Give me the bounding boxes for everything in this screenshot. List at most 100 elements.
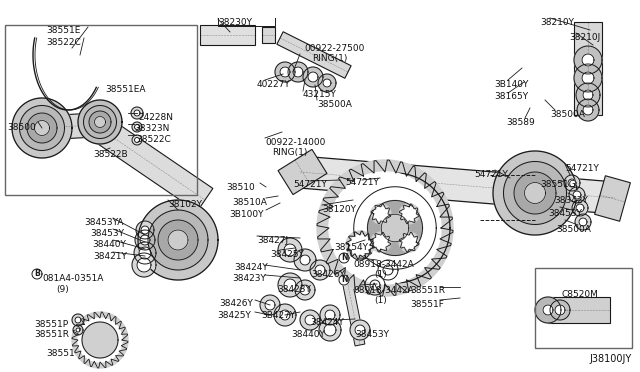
Text: 38421Y: 38421Y (93, 252, 127, 261)
Text: 54721Y: 54721Y (474, 170, 508, 179)
Text: (9): (9) (56, 285, 68, 294)
Polygon shape (579, 218, 587, 226)
Text: 081A4-0351A: 081A4-0351A (42, 274, 104, 283)
Polygon shape (374, 235, 388, 249)
Text: B: B (34, 269, 40, 279)
Text: 38500A: 38500A (550, 110, 585, 119)
Polygon shape (76, 328, 80, 332)
Polygon shape (168, 230, 188, 250)
Text: 38154Y: 38154Y (334, 243, 368, 252)
Text: 54721Y: 54721Y (565, 164, 599, 173)
Polygon shape (78, 100, 122, 144)
Polygon shape (95, 116, 106, 128)
Polygon shape (265, 300, 275, 310)
Polygon shape (318, 74, 336, 92)
Polygon shape (284, 279, 296, 291)
Polygon shape (300, 310, 320, 330)
Polygon shape (75, 317, 81, 323)
Polygon shape (574, 64, 602, 92)
Text: 38210J: 38210J (569, 33, 600, 42)
Text: 38510: 38510 (226, 183, 255, 192)
Polygon shape (35, 121, 49, 135)
Text: 40227Y: 40227Y (257, 80, 291, 89)
Polygon shape (134, 125, 140, 129)
Text: J38100JY: J38100JY (589, 354, 632, 364)
Polygon shape (158, 220, 198, 260)
Polygon shape (543, 305, 553, 315)
Text: (1): (1) (374, 296, 387, 305)
Polygon shape (132, 122, 142, 132)
Text: 00922-14000: 00922-14000 (265, 138, 325, 147)
Text: 38210Y: 38210Y (540, 18, 574, 27)
Text: 38230Y: 38230Y (218, 18, 252, 27)
Text: 38102Y: 38102Y (168, 200, 202, 209)
Polygon shape (339, 275, 349, 285)
Polygon shape (278, 150, 327, 195)
Polygon shape (525, 183, 545, 203)
Text: 38522C: 38522C (46, 38, 81, 47)
Text: 08918-3442A: 08918-3442A (353, 286, 413, 295)
Polygon shape (374, 207, 388, 221)
Text: 38423Y: 38423Y (232, 274, 266, 283)
Text: 38551R: 38551R (410, 286, 445, 295)
Polygon shape (136, 221, 154, 239)
Polygon shape (260, 295, 280, 315)
Polygon shape (340, 173, 450, 283)
Polygon shape (329, 172, 441, 284)
Polygon shape (310, 260, 330, 280)
Polygon shape (83, 106, 116, 138)
Polygon shape (350, 235, 370, 255)
Polygon shape (89, 111, 111, 133)
Polygon shape (277, 32, 351, 78)
Text: 38551R: 38551R (34, 330, 69, 339)
Polygon shape (324, 324, 336, 336)
Polygon shape (595, 176, 630, 221)
Polygon shape (555, 305, 565, 315)
Polygon shape (514, 172, 556, 214)
Polygon shape (577, 99, 599, 121)
Polygon shape (381, 214, 409, 242)
Text: 38551E: 38551E (46, 26, 81, 35)
Text: 08918-3442A: 08918-3442A (353, 260, 413, 269)
Text: 38426Y: 38426Y (219, 299, 253, 308)
Polygon shape (82, 322, 118, 358)
Polygon shape (583, 90, 593, 100)
Polygon shape (274, 304, 296, 326)
Text: 38424Y: 38424Y (234, 263, 268, 272)
Text: 54721Y: 54721Y (345, 178, 379, 187)
Polygon shape (367, 201, 422, 256)
Text: 38440Y: 38440Y (291, 330, 325, 339)
Polygon shape (87, 113, 213, 212)
Text: 38423Y: 38423Y (277, 285, 311, 294)
Bar (5, 25, 197, 195)
Polygon shape (42, 113, 95, 140)
Text: 38453YA: 38453YA (84, 218, 124, 227)
Polygon shape (131, 107, 143, 119)
Polygon shape (317, 160, 453, 296)
Text: 3B140Y: 3B140Y (494, 80, 529, 89)
Polygon shape (550, 300, 570, 320)
Polygon shape (354, 187, 436, 269)
Polygon shape (308, 72, 318, 82)
Text: 38551G: 38551G (540, 180, 576, 189)
Polygon shape (548, 297, 610, 323)
Polygon shape (493, 151, 577, 235)
Polygon shape (504, 161, 566, 224)
Polygon shape (27, 113, 57, 143)
Polygon shape (370, 280, 380, 290)
Text: 38551EA: 38551EA (105, 85, 145, 94)
Text: 38500A: 38500A (317, 100, 352, 109)
Polygon shape (378, 260, 398, 280)
Polygon shape (574, 46, 602, 74)
Polygon shape (339, 253, 349, 263)
Polygon shape (141, 226, 149, 234)
Polygon shape (73, 325, 83, 335)
Polygon shape (300, 255, 310, 265)
Polygon shape (280, 310, 290, 320)
Polygon shape (78, 318, 122, 362)
Text: 38500: 38500 (7, 123, 36, 132)
Polygon shape (325, 310, 335, 320)
Polygon shape (371, 232, 391, 252)
Polygon shape (335, 244, 365, 346)
Polygon shape (134, 138, 140, 142)
